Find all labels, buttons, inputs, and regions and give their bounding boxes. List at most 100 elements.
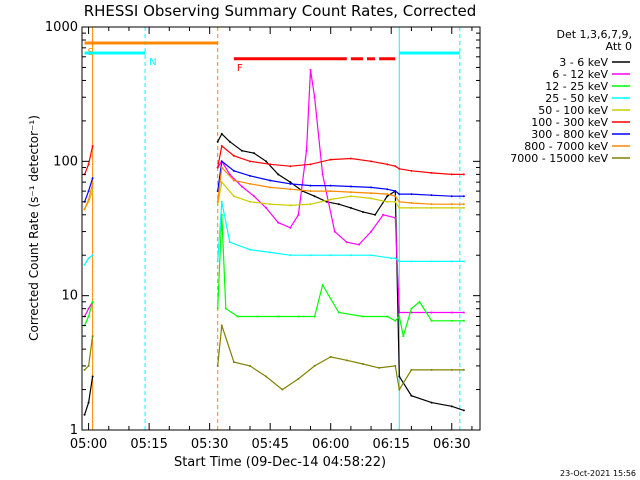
x-tick-label: 05:30: [191, 437, 228, 452]
data-point-7000-15000-kev-8: [265, 375, 268, 378]
data-point-12-25-kev-16: [394, 319, 397, 322]
plot-area: SNF: [83, 27, 465, 430]
data-point-50-100-kev-10: [309, 203, 312, 206]
data-point-3-6-kev-16: [349, 206, 352, 209]
data-point-800-7000-kev-6: [232, 179, 235, 182]
legend-label-50-100-kev: 50 - 100 keV: [538, 104, 608, 117]
data-point-800-7000-kev-18: [430, 203, 433, 206]
data-point-12-25-kev-19: [410, 307, 413, 310]
data-point-25-50-kev-3: [91, 254, 94, 257]
data-point-25-50-kev-4: [216, 260, 219, 263]
data-point-300-800-kev-15: [394, 190, 397, 193]
data-point-3-6-kev-3: [91, 375, 94, 378]
data-point-50-100-kev-3: [91, 190, 94, 193]
x-tick-label: 05:15: [130, 437, 167, 452]
data-point-3-6-kev-15: [337, 203, 340, 206]
data-point-12-25-kev-18: [402, 335, 405, 338]
x-tick-label: 06:00: [312, 437, 349, 452]
data-point-25-50-kev-7: [248, 248, 251, 251]
legend-label-12-25-kev: 12 - 25 keV: [545, 80, 608, 93]
data-point-7000-15000-kev-11: [313, 364, 316, 367]
chart-title: RHESSI Observing Summary Count Rates, Co…: [84, 2, 477, 20]
data-point-100-300-kev-3: [91, 145, 94, 148]
data-point-25-50-kev-20: [462, 260, 465, 263]
data-point-100-300-kev-15: [394, 165, 397, 168]
data-point-100-300-kev-8: [269, 163, 272, 166]
data-point-300-800-kev-6: [232, 169, 235, 172]
data-point-300-800-kev-9: [289, 182, 292, 185]
data-point-300-800-kev-4: [216, 190, 219, 193]
data-point-3-6-kev-13: [313, 195, 316, 198]
data-point-300-800-kev-18: [430, 194, 433, 197]
data-point-3-6-kev-9: [265, 160, 268, 163]
data-point-300-800-kev-16: [398, 193, 401, 196]
data-point-6-12-kev-9: [265, 206, 268, 209]
data-point-12-25-kev-10: [297, 315, 300, 318]
data-point-6-12-kev-16: [321, 173, 324, 176]
x-tick-label: 06:30: [433, 437, 470, 452]
legend-label-7000-15000-kev: 7000 - 15000 keV: [510, 152, 608, 165]
data-point-6-12-kev-19: [357, 243, 360, 246]
data-point-50-100-kev-20: [462, 206, 465, 209]
data-point-12-25-kev-7: [236, 315, 239, 318]
data-point-50-100-kev-13: [370, 197, 373, 200]
data-point-12-25-kev-21: [430, 319, 433, 322]
x-axis-label: Start Time (09-Dec-14 04:58:22): [174, 455, 386, 470]
data-point-25-50-kev-17: [410, 260, 413, 263]
data-point-3-6-kev-4: [216, 140, 219, 143]
data-point-100-300-kev-16: [398, 167, 401, 170]
data-point-3-6-kev-1: [83, 413, 86, 416]
legend-label-25-50-kev: 25 - 50 keV: [545, 92, 608, 105]
data-point-3-6-kev-14: [325, 200, 328, 203]
legend-header-line-1: Det 1,3,6,7,9,: [556, 28, 632, 41]
data-point-800-7000-kev-14: [386, 193, 389, 196]
data-point-25-50-kev-10: [309, 254, 312, 257]
data-point-3-6-kev-17: [361, 210, 364, 213]
data-point-800-7000-kev-20: [462, 203, 465, 206]
data-point-50-100-kev-11: [329, 198, 332, 201]
data-point-3-6-kev-8: [253, 152, 256, 155]
data-point-50-100-kev-18: [430, 206, 433, 209]
data-point-7000-15000-kev-5: [220, 324, 223, 327]
data-point-50-100-kev-4: [216, 203, 219, 206]
data-point-7000-15000-kev-18: [410, 368, 413, 371]
data-point-3-6-kev-5: [220, 132, 223, 135]
data-point-800-7000-kev-3: [91, 182, 94, 185]
footer-timestamp: 23-Oct-2021 15:56: [560, 469, 636, 478]
data-point-50-100-kev-15: [394, 200, 397, 203]
data-point-100-300-kev-17: [410, 169, 413, 172]
data-point-25-50-kev-14: [390, 257, 393, 260]
data-point-6-12-kev-14: [309, 68, 312, 71]
data-point-25-50-kev-9: [289, 254, 292, 257]
data-point-100-300-kev-4: [216, 166, 219, 169]
data-point-6-12-kev-13: [305, 149, 308, 152]
data-point-100-300-kev-13: [370, 160, 373, 163]
data-point-50-100-kev-14: [386, 200, 389, 203]
data-point-3-6-kev-23: [430, 401, 433, 404]
data-point-300-800-kev-10: [309, 184, 312, 187]
data-point-800-7000-kev-1: [83, 208, 86, 211]
data-point-7000-15000-kev-10: [297, 377, 300, 380]
data-point-100-300-kev-11: [329, 158, 332, 161]
data-point-300-800-kev-11: [329, 184, 332, 187]
data-point-50-100-kev-9: [289, 204, 292, 207]
y-axis-label: Corrected Count Rate (s⁻¹ detector⁻¹): [27, 115, 41, 341]
data-point-25-50-kev-13: [370, 254, 373, 257]
flag-label-n: N: [149, 57, 156, 68]
data-point-7000-15000-kev-17: [398, 388, 401, 391]
data-point-25-50-kev-1: [83, 263, 86, 266]
data-point-6-12-kev-15: [313, 96, 316, 99]
legend-label-300-800-kev: 300 - 800 keV: [531, 128, 608, 141]
data-point-3-6-kev-6: [228, 140, 231, 143]
data-point-6-12-kev-10: [277, 221, 280, 224]
data-point-800-7000-kev-5: [220, 166, 223, 169]
data-point-3-6-kev-7: [240, 149, 243, 152]
data-point-12-25-kev-22: [450, 319, 453, 322]
data-point-300-800-kev-7: [248, 174, 251, 177]
data-point-12-25-kev-4: [216, 307, 219, 310]
data-point-800-7000-kev-12: [349, 191, 352, 194]
data-point-300-800-kev-5: [220, 160, 223, 163]
data-point-7000-15000-kev-20: [450, 368, 453, 371]
data-point-12-25-kev-13: [337, 311, 340, 314]
data-point-100-300-kev-18: [430, 171, 433, 174]
